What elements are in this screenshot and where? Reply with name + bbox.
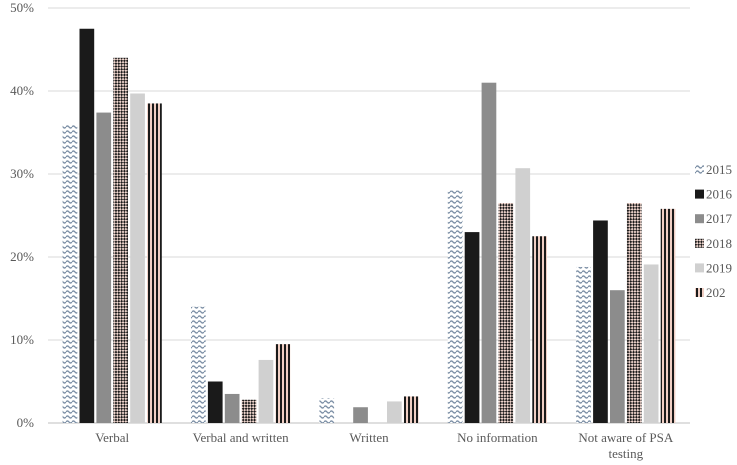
bar-2016-4 bbox=[593, 220, 608, 423]
bar-2017-4 bbox=[610, 290, 625, 423]
y-tick-label: 50% bbox=[10, 0, 34, 15]
y-tick-label: 40% bbox=[10, 83, 34, 98]
bar-2019-2 bbox=[387, 401, 402, 423]
bar-2015-2 bbox=[319, 398, 335, 423]
legend-swatch-2017 bbox=[695, 214, 704, 224]
bar-2018-4 bbox=[626, 203, 642, 423]
legend-swatch-2016 bbox=[695, 189, 704, 199]
bar-202-3 bbox=[532, 236, 547, 423]
bar-2015-3 bbox=[447, 190, 463, 423]
y-tick-label: 0% bbox=[17, 415, 35, 430]
bar-2017-0 bbox=[96, 112, 112, 423]
legend-label: 202 bbox=[706, 285, 726, 300]
x-tick-label: testing bbox=[608, 446, 643, 461]
legend: 2015 2016 2017 2018 2019 202 bbox=[695, 162, 733, 300]
x-tick-label: Verbal bbox=[95, 430, 129, 445]
bar-2019-1 bbox=[258, 359, 274, 423]
bar-2019-4 bbox=[643, 264, 659, 423]
bars bbox=[62, 28, 676, 424]
bar-2015-1 bbox=[191, 306, 206, 423]
x-axis: Verbal Verbal and written Written No inform… bbox=[95, 430, 674, 461]
legend-swatch-202 bbox=[695, 288, 704, 297]
legend-label: 2015 bbox=[706, 162, 732, 177]
x-tick-label: Verbal and written bbox=[193, 430, 290, 445]
bar-202-4 bbox=[660, 208, 676, 423]
legend-label: 2017 bbox=[706, 211, 733, 226]
bar-202-0 bbox=[147, 103, 162, 423]
bar-2016-0 bbox=[79, 28, 95, 423]
bar-202-2 bbox=[403, 396, 419, 423]
y-tick-label: 10% bbox=[10, 332, 34, 347]
bar-2018-1 bbox=[241, 399, 257, 423]
y-tick-label: 20% bbox=[10, 249, 34, 264]
bar-202-1 bbox=[275, 344, 291, 423]
bar-2018-0 bbox=[113, 57, 128, 424]
x-tick-label: Not aware of PSA bbox=[578, 430, 674, 445]
legend-label: 2018 bbox=[706, 236, 732, 251]
legend-swatch-2018 bbox=[695, 238, 704, 248]
legend-swatch-2015 bbox=[695, 165, 704, 174]
x-tick-label: No information bbox=[457, 430, 538, 445]
bar-2015-4 bbox=[576, 266, 591, 423]
bar-2017-2 bbox=[353, 407, 368, 423]
y-tick-label: 30% bbox=[10, 166, 34, 181]
bar-2018-3 bbox=[498, 203, 514, 423]
x-tick-label: Written bbox=[349, 430, 389, 445]
bar-2015-0 bbox=[62, 124, 78, 423]
bar-2019-3 bbox=[515, 168, 531, 423]
legend-label: 2019 bbox=[706, 260, 732, 275]
legend-swatch-2019 bbox=[695, 263, 704, 273]
bar-2017-1 bbox=[224, 393, 240, 423]
y-axis: 0% 10% 20% 30% 40% 50% bbox=[10, 0, 34, 430]
bar-2016-1 bbox=[207, 381, 223, 423]
bar-2017-3 bbox=[481, 82, 497, 423]
bar-2016-3 bbox=[464, 232, 480, 423]
bar-2019-0 bbox=[130, 93, 145, 424]
legend-label: 2016 bbox=[706, 187, 733, 202]
